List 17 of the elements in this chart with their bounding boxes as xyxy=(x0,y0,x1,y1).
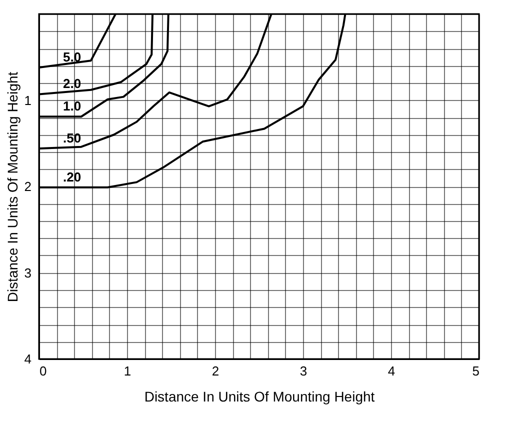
y-tick-label: 1 xyxy=(24,92,32,108)
x-axis-title: Distance In Units Of Mounting Height xyxy=(144,388,375,404)
y-axis-title: Distance In Units Of Mounting Height xyxy=(4,72,20,302)
x-tick-label: 2 xyxy=(212,364,220,378)
series-label: .20 xyxy=(63,169,82,184)
y-tick-label: 4 xyxy=(24,352,32,366)
x-tick-label: 4 xyxy=(388,364,396,378)
y-tick-label: 2 xyxy=(24,179,32,194)
y-tick-label: 3 xyxy=(24,265,32,280)
x-tick-label: 5 xyxy=(472,364,480,378)
series-label: .50 xyxy=(63,130,82,146)
x-tick-label: 0 xyxy=(40,364,47,378)
x-tick-label: 1 xyxy=(124,364,132,378)
series-label: 2.0 xyxy=(63,76,82,92)
x-tick-label: 3 xyxy=(300,364,308,378)
series-label: 5.0 xyxy=(63,49,82,64)
series-label: 1.0 xyxy=(63,98,82,114)
